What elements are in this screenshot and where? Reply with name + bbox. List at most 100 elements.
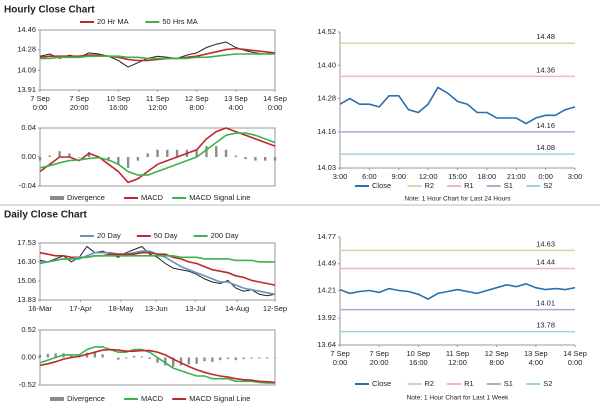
level-label: 14.48 bbox=[536, 32, 555, 41]
bar bbox=[117, 157, 120, 165]
level-label: 14.01 bbox=[536, 299, 555, 308]
bar bbox=[38, 157, 42, 161]
level-label: 14.16 bbox=[536, 121, 555, 130]
legend-label: 50 Hrs MA bbox=[162, 17, 197, 26]
legend-label: R1 bbox=[464, 181, 474, 190]
bar bbox=[195, 357, 198, 364]
x-tick-label-line: 14 Sep bbox=[563, 349, 587, 358]
y-tick-label: 0.00 bbox=[21, 352, 36, 361]
x-tick-label: 10 Sep 16:00 bbox=[406, 349, 430, 367]
x-tick-label: 18:00 bbox=[477, 172, 496, 181]
x-tick-label: 12 Sep 8:00 bbox=[485, 349, 509, 367]
x-tick-label: 0:00 bbox=[538, 172, 553, 181]
y-tick-label: 0.04 bbox=[21, 123, 36, 132]
legend-label: R2 bbox=[425, 379, 435, 388]
bar bbox=[93, 352, 97, 358]
bar bbox=[234, 155, 238, 157]
bar bbox=[265, 357, 269, 359]
bar bbox=[140, 356, 144, 358]
y-tick-label: 13.92 bbox=[317, 313, 336, 322]
bar bbox=[77, 157, 81, 158]
x-tick-label: 13-Jul bbox=[185, 304, 206, 313]
legend-label: S1 bbox=[504, 379, 513, 388]
bar bbox=[156, 357, 159, 363]
x-tick-label-line: 16:00 bbox=[409, 358, 428, 367]
legend-label: MACD bbox=[141, 193, 164, 202]
legend-label: Divergence bbox=[67, 394, 105, 403]
bar bbox=[264, 157, 267, 161]
bar bbox=[254, 157, 257, 161]
bar bbox=[175, 149, 179, 157]
bar bbox=[234, 357, 238, 361]
x-tick-label: 7 Sep 20:00 bbox=[69, 94, 89, 112]
section-title: Hourly Close Chart bbox=[4, 5, 95, 16]
bar bbox=[205, 146, 208, 157]
x-tick-label: 16-Mar bbox=[28, 304, 52, 313]
x-tick-label-line: 16:00 bbox=[109, 103, 128, 112]
series-line bbox=[39, 348, 276, 384]
bar bbox=[126, 157, 130, 168]
level-label: 14.63 bbox=[536, 239, 555, 248]
y-tick-label: 14.46 bbox=[17, 25, 36, 34]
x-tick-label-line: 12:00 bbox=[448, 358, 467, 367]
x-tick-label: 17-Apr bbox=[69, 304, 92, 313]
bar bbox=[250, 357, 253, 359]
bar bbox=[179, 357, 183, 366]
x-tick-label: 14 Sep 0:00 bbox=[563, 349, 587, 367]
legend-label: 200 Day bbox=[211, 231, 239, 240]
x-tick-label-line: 0:00 bbox=[268, 103, 283, 112]
series-line bbox=[339, 282, 576, 301]
series-line bbox=[39, 255, 275, 265]
bar bbox=[258, 357, 261, 359]
bar bbox=[54, 353, 57, 358]
legend-label: S1 bbox=[504, 181, 513, 190]
legend-label: S2 bbox=[543, 379, 552, 388]
x-tick-label-line: 12:00 bbox=[148, 103, 167, 112]
legend-label: 20 Day bbox=[97, 231, 121, 240]
bar bbox=[156, 149, 159, 157]
x-tick-label-line: 4:00 bbox=[529, 358, 544, 367]
y-tick-label: 13.83 bbox=[17, 295, 36, 304]
y-tick-label: 14.28 bbox=[17, 45, 36, 54]
x-tick-label: 14 Sep 0:00 bbox=[263, 94, 287, 112]
y-tick-label: -0.52 bbox=[19, 380, 36, 389]
legend-label: MACD Signal Line bbox=[189, 193, 250, 202]
x-tick-label: 13 Sep 4:00 bbox=[224, 94, 248, 112]
legend-swatch bbox=[50, 196, 64, 200]
y-tick-label: 14.03 bbox=[317, 163, 336, 172]
bar bbox=[136, 157, 140, 161]
x-tick-label-line: 7 Sep bbox=[30, 94, 50, 103]
x-tick-label: 7 Sep 20:00 bbox=[369, 349, 389, 367]
y-tick-label: 14.09 bbox=[17, 65, 36, 74]
level-label: 14.44 bbox=[536, 258, 555, 267]
legend-label: MACD Signal Line bbox=[189, 394, 250, 403]
x-tick-label-line: 14 Sep bbox=[263, 94, 287, 103]
bar bbox=[218, 357, 222, 361]
level-label: 13.78 bbox=[536, 321, 555, 330]
x-tick-label: 13 Sep 4:00 bbox=[524, 349, 548, 367]
x-tick-label: 18-May bbox=[108, 304, 133, 313]
x-tick-label-line: 12 Sep bbox=[185, 94, 209, 103]
x-tick-label: 14-Aug bbox=[225, 304, 249, 313]
x-tick-label: 7 Sep 0:00 bbox=[30, 94, 50, 112]
x-tick-label-line: 13 Sep bbox=[224, 94, 248, 103]
bar bbox=[38, 354, 42, 358]
x-tick-label-line: 11 Sep bbox=[146, 94, 169, 103]
legend-swatch bbox=[50, 397, 64, 401]
series-line bbox=[39, 47, 276, 62]
x-tick-label-line: 0:00 bbox=[333, 358, 348, 367]
bar bbox=[244, 157, 247, 160]
legend-label: Close bbox=[372, 379, 391, 388]
x-tick-label-line: 8:00 bbox=[489, 358, 504, 367]
x-tick-label-line: 7 Sep bbox=[69, 94, 89, 103]
bar bbox=[211, 357, 214, 362]
x-tick-label: 9:00 bbox=[391, 172, 406, 181]
x-tick-label-line: 20:00 bbox=[70, 103, 89, 112]
legend-label: 50 Day bbox=[154, 231, 178, 240]
bar bbox=[46, 353, 50, 358]
x-tick-label-line: 13 Sep bbox=[524, 349, 548, 358]
x-tick-label: 12:00 bbox=[419, 172, 438, 181]
y-tick-label: 14.21 bbox=[317, 286, 336, 295]
